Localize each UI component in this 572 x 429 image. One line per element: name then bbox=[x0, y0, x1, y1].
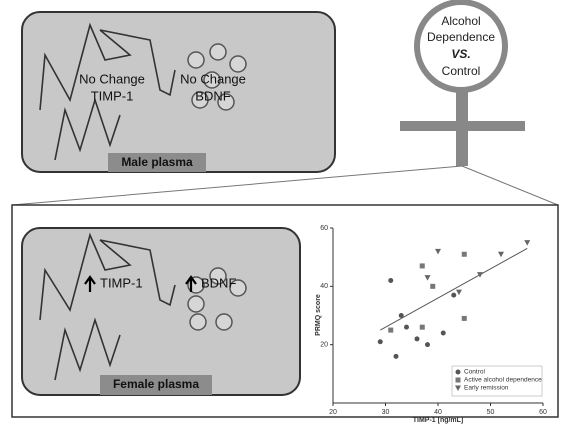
point bbox=[388, 328, 393, 333]
female-panel bbox=[22, 228, 300, 395]
point bbox=[394, 354, 399, 359]
symbol-text: VS. bbox=[451, 47, 470, 61]
female-symbol bbox=[400, 121, 525, 131]
timp-text: TIMP-1 bbox=[91, 88, 134, 103]
point bbox=[425, 342, 430, 347]
page: {"top_panel":{"label":"Male plasma","tim… bbox=[0, 0, 572, 424]
point bbox=[404, 325, 409, 330]
bdnf-text: BDNF bbox=[201, 275, 236, 290]
x-tick-label: 60 bbox=[539, 409, 547, 416]
legend-label: Active alcohol dependence bbox=[464, 377, 542, 384]
point bbox=[456, 378, 461, 383]
timp-text: TIMP-1 bbox=[100, 275, 143, 290]
point bbox=[456, 370, 461, 375]
point bbox=[415, 336, 420, 341]
symbol-text: Dependence bbox=[427, 30, 495, 44]
x-tick-label: 30 bbox=[382, 409, 390, 416]
panel-label: Male plasma bbox=[121, 155, 193, 169]
point bbox=[388, 278, 393, 283]
figure: No Change TIMP-1 No Change BDNF Male pla… bbox=[0, 0, 572, 424]
point bbox=[420, 263, 425, 268]
y-tick-label: 60 bbox=[320, 225, 328, 232]
point bbox=[430, 284, 435, 289]
point bbox=[462, 316, 467, 321]
point bbox=[462, 252, 467, 257]
y-tick-label: 40 bbox=[320, 283, 328, 290]
y-tick-label: 20 bbox=[320, 342, 328, 349]
zoom-line bbox=[462, 166, 558, 205]
x-tick-label: 20 bbox=[329, 409, 337, 416]
y-axis-label: PRMQ score bbox=[315, 294, 322, 336]
point bbox=[399, 313, 404, 318]
legend-label: Early remission bbox=[464, 385, 509, 392]
point bbox=[441, 331, 446, 336]
symbol-text: Alcohol bbox=[441, 14, 480, 28]
x-tick-label: 40 bbox=[434, 409, 442, 416]
x-tick-label: 50 bbox=[487, 409, 495, 416]
point bbox=[420, 325, 425, 330]
legend-label: Control bbox=[464, 369, 486, 376]
bdnf-text: No Change bbox=[180, 71, 246, 86]
point bbox=[451, 293, 456, 298]
symbol-text: Control bbox=[442, 64, 481, 78]
bdnf-text: BDNF bbox=[195, 88, 230, 103]
point bbox=[378, 339, 383, 344]
male-panel bbox=[22, 12, 335, 172]
timp-text: No Change bbox=[79, 71, 145, 86]
panel-label: Female plasma bbox=[113, 377, 199, 391]
x-axis-label: TIMP-1 [ng/mL] bbox=[413, 417, 464, 424]
